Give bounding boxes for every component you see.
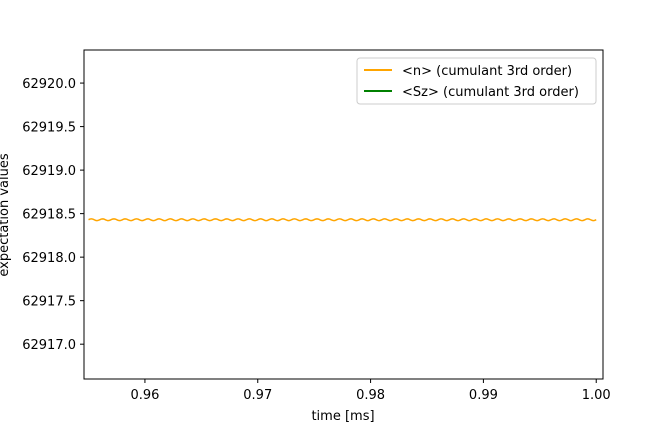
- legend-frame: [356, 57, 597, 105]
- legend-label-n: <n> (cumulant 3rd order): [402, 64, 572, 79]
- legend: <n> (cumulant 3rd order) <Sz> (cumulant …: [356, 57, 597, 105]
- x-tick-label: 1.00: [582, 388, 611, 403]
- x-tick-label: 0.98: [356, 388, 385, 403]
- x-tick-label: 0.97: [243, 388, 272, 403]
- x-tick-label: 0.99: [469, 388, 498, 403]
- y-tick-label: 62917.5: [22, 295, 76, 310]
- x-axis-label: time [ms]: [311, 409, 374, 424]
- y-tick-label: 62919.5: [22, 121, 76, 136]
- y-tick-label: 62918.0: [22, 251, 76, 266]
- series-line-n: [88, 218, 597, 222]
- axes: 0.96 0.97 0.98 0.99 1.00 62917.0 62917.5 62918.…: [22, 49, 611, 403]
- y-axis-label: expectation values: [0, 153, 12, 276]
- legend-label-sz: <Sz> (cumulant 3rd order): [402, 85, 579, 100]
- y-tick-label: 62918.5: [22, 208, 76, 223]
- y-tick-label: 62917.0: [22, 338, 76, 353]
- plot-frame: [83, 49, 604, 380]
- y-tick-label: 62920.0: [22, 77, 76, 92]
- plot-area: [88, 218, 597, 222]
- x-tick-label: 0.96: [130, 388, 159, 403]
- y-tick-label: 62919.0: [22, 164, 76, 179]
